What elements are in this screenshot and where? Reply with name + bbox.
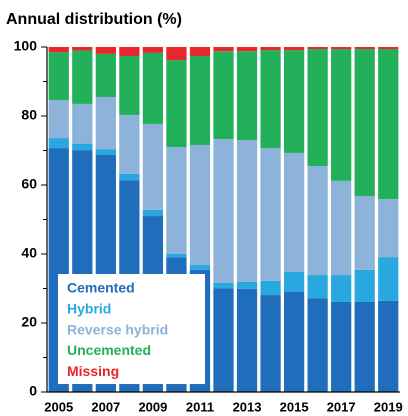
x-tick-label: 2011 (186, 399, 214, 414)
legend-label: Missing (67, 363, 119, 379)
bar-segment (283, 50, 305, 153)
bar-segment (236, 288, 258, 392)
bar-segment (119, 47, 140, 56)
chart-title: Annual distribution (%) (6, 11, 182, 28)
bar-segment (378, 47, 399, 50)
bar-segment (283, 271, 305, 292)
bar-segment (283, 291, 305, 392)
bar-segment (354, 49, 375, 197)
bar-segment (236, 140, 258, 282)
legend-label: Uncemented (67, 342, 151, 358)
bar-segment (95, 53, 116, 98)
bar-segment (95, 47, 116, 54)
bar-segment (48, 138, 69, 149)
bar-segment (142, 47, 164, 53)
bar-segment (260, 50, 281, 149)
bar-segment (354, 269, 375, 302)
y-tick-label: 40 (21, 245, 37, 261)
bar-segment (307, 166, 328, 276)
legend-label: Cemented (67, 280, 135, 296)
bar-segment (331, 180, 352, 276)
bar-segment (378, 257, 399, 301)
bar-segment (48, 100, 69, 139)
bar-segment (189, 47, 211, 56)
bar-segment (142, 209, 164, 217)
bar-segment (142, 123, 164, 210)
bar-segment (354, 47, 375, 50)
bar-segment (283, 47, 305, 51)
bar-segment (378, 49, 399, 200)
bar-segment (72, 50, 93, 104)
bar-segment (260, 47, 281, 51)
bar-segment (236, 51, 258, 141)
bar-segment (142, 52, 164, 124)
bar-segment (307, 49, 328, 167)
bar-segment (213, 139, 234, 283)
bar-segment (48, 47, 69, 53)
bar-segment (213, 47, 234, 52)
bar-segment (189, 144, 211, 266)
bar-segment (119, 114, 140, 174)
bar-segment (213, 288, 234, 392)
bar-segment (166, 147, 187, 254)
bar-segment (283, 152, 305, 272)
y-tick-label: 20 (21, 314, 37, 330)
bar-segment (354, 301, 375, 392)
bar-segment (331, 49, 352, 181)
y-tick-label: 0 (29, 383, 37, 399)
bar-segment (213, 282, 234, 289)
x-tick-label: 2013 (233, 399, 262, 414)
bar-segment (119, 55, 140, 115)
x-tick-label: 2005 (44, 399, 73, 414)
x-tick-label: 2017 (327, 399, 356, 414)
bar-segment (260, 280, 281, 296)
bar-segment (378, 199, 399, 258)
bar-segment (331, 275, 352, 302)
bar-segment (166, 254, 187, 258)
x-tick-label: 2019 (374, 399, 403, 414)
bar-segment (166, 47, 187, 61)
y-tick-label: 100 (14, 38, 38, 54)
bar-segment (354, 196, 375, 270)
bar-segment (72, 47, 93, 51)
bar-segment (189, 55, 211, 145)
x-tick-label: 2015 (280, 399, 309, 414)
bar-segment (331, 301, 352, 392)
bar-segment (236, 281, 258, 289)
bar-segment (72, 143, 93, 151)
bar-segment (236, 47, 258, 52)
bar-segment (307, 47, 328, 50)
bar-segment (331, 47, 352, 50)
bar-segment (189, 265, 211, 270)
bar-segment (378, 300, 399, 392)
legend-label: Hybrid (67, 301, 111, 317)
x-tick-label: 2009 (138, 399, 167, 414)
legend-label: Reverse hybrid (67, 321, 168, 337)
bar-segment (307, 275, 328, 299)
bar-segment (213, 51, 234, 140)
bar-segment (307, 298, 328, 392)
bar-segment (260, 295, 281, 392)
bar-segment (95, 97, 116, 150)
y-tick-label: 80 (21, 107, 37, 123)
bar-segment (260, 148, 281, 281)
bar-segment (72, 103, 93, 144)
y-tick-label: 60 (21, 176, 37, 192)
bar-segment (95, 149, 116, 155)
bar-segment (48, 52, 69, 101)
bar-segment (166, 60, 187, 148)
bar-segment (119, 173, 140, 181)
x-tick-label: 2007 (91, 399, 120, 414)
legend-box (58, 274, 205, 384)
